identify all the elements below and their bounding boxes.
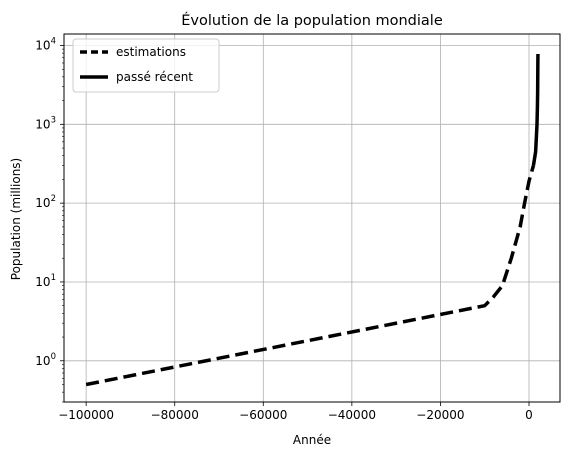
x-tick-label: −60000	[239, 408, 287, 422]
legend: estimations passé récent	[73, 39, 219, 92]
chart-title: Évolution de la population mondiale	[181, 12, 443, 29]
x-tick-label: −80000	[151, 408, 199, 422]
x-tick-label: −20000	[416, 408, 464, 422]
x-tick-label: 0	[525, 408, 533, 422]
legend-label-passe-recent: passé récent	[116, 70, 193, 84]
legend-label-estimations: estimations	[116, 45, 186, 59]
x-tick-label: −40000	[328, 408, 376, 422]
x-tick-label: −100000	[58, 408, 114, 422]
y-axis-label: Population (millions)	[9, 158, 23, 280]
x-axis-label: Année	[293, 433, 331, 447]
